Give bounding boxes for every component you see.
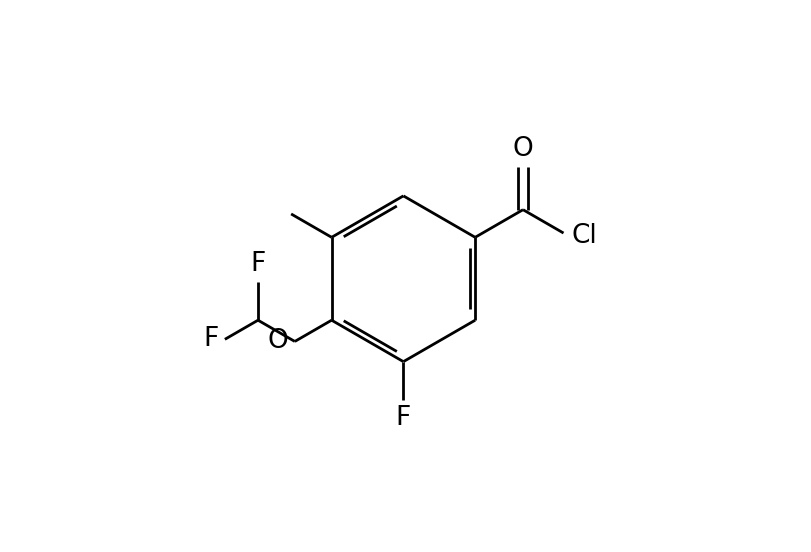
Text: O: O	[268, 328, 288, 354]
Text: O: O	[512, 136, 533, 162]
Text: Cl: Cl	[570, 224, 596, 250]
Text: F: F	[250, 251, 265, 277]
Text: F: F	[395, 405, 410, 431]
Text: F: F	[203, 326, 218, 352]
